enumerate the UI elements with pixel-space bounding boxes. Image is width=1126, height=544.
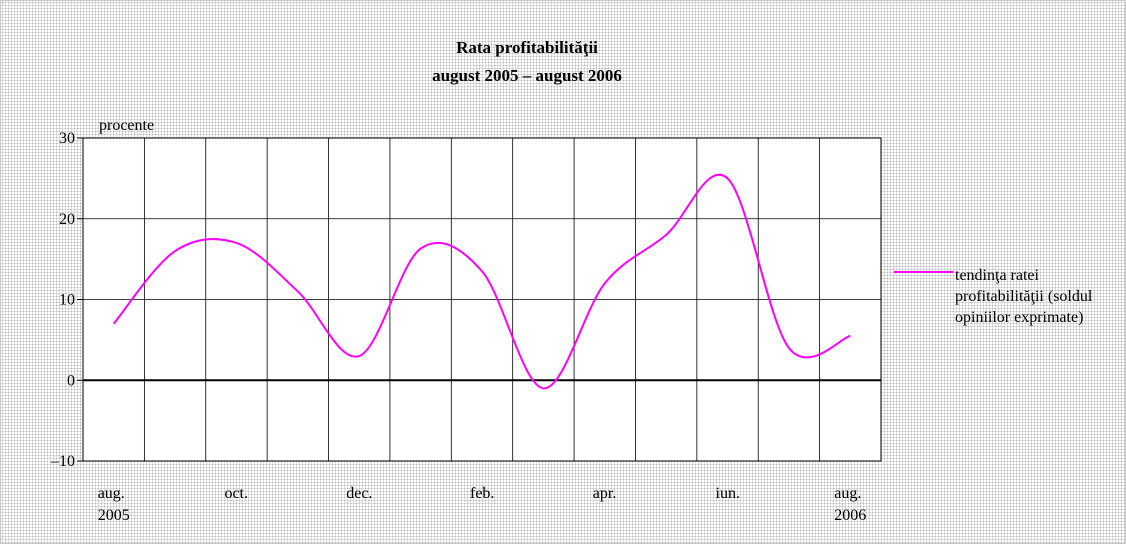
y-axis-label: procente [99,117,154,134]
y-tick-label: 20 [59,211,75,228]
x-tick-label: oct. [224,485,248,502]
x-tick-label: apr. [592,485,617,502]
x-tick-label: aug. 2006 [834,485,867,524]
series-line [112,174,851,390]
x-tick-label: aug. 2005 [97,485,130,524]
x-tick-label: feb. [470,485,495,502]
y-tick-label: 30 [59,130,75,147]
x-tick-label: iun. [715,485,740,502]
y-tick-label: 0 [67,372,75,389]
legend-label: tendinţa ratei profitabilităţii (soldul … [955,267,1093,326]
y-tick-label: –10 [50,453,75,470]
chart-subtitle: august 2005 – august 2006 [432,66,622,85]
chart-title: Rata profitabilităţii [456,38,598,57]
y-tick-label: 10 [59,292,75,309]
x-tick-label: dec. [346,485,373,502]
